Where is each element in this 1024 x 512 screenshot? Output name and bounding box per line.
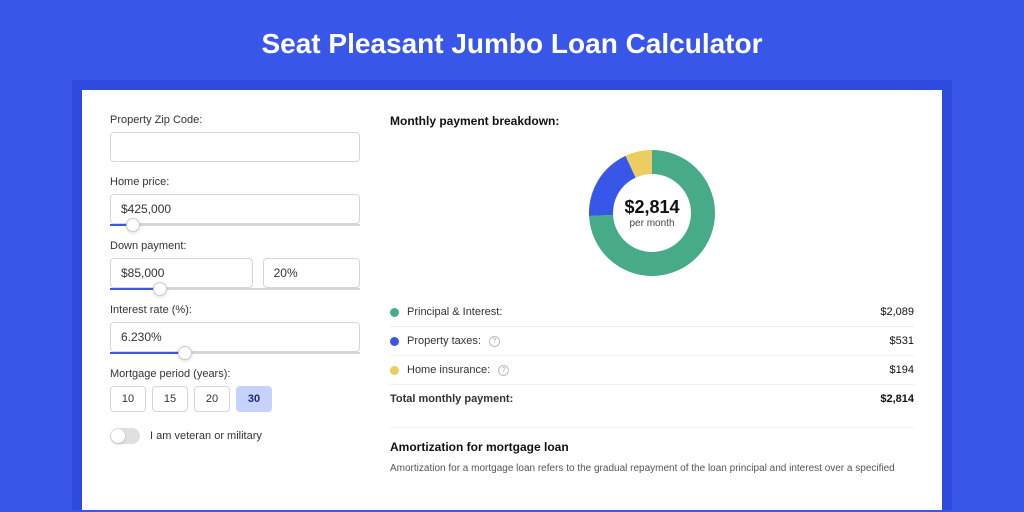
interest-rate-slider-thumb[interactable] [178, 346, 192, 360]
mortgage-period-option-10[interactable]: 10 [110, 386, 146, 412]
mortgage-period-option-15[interactable]: 15 [152, 386, 188, 412]
legend-label: Property taxes: [407, 335, 481, 347]
interest-rate-input[interactable] [110, 322, 360, 352]
legend-dot-icon [390, 366, 399, 375]
legend-dot-icon [390, 337, 399, 346]
info-icon[interactable]: ? [489, 336, 500, 347]
down-payment-label: Down payment: [110, 240, 360, 252]
zip-label: Property Zip Code: [110, 114, 360, 126]
veteran-toggle[interactable] [110, 428, 140, 444]
zip-input[interactable] [110, 132, 360, 162]
amortization-text: Amortization for a mortgage loan refers … [390, 462, 914, 476]
down-payment-slider[interactable] [110, 288, 360, 290]
calculator-card: Property Zip Code: Home price: Down paym… [82, 90, 942, 510]
legend-row: Principal & Interest: $2,089 [390, 298, 914, 327]
down-payment-amount-input[interactable] [110, 258, 253, 288]
mortgage-period-buttons: 10152030 [110, 386, 360, 412]
down-payment-slider-thumb[interactable] [153, 282, 167, 296]
legend-row: Property taxes:? $531 [390, 327, 914, 356]
page-title: Seat Pleasant Jumbo Loan Calculator [0, 0, 1024, 80]
breakdown-legend: Principal & Interest: $2,089 Property taxe… [390, 292, 914, 413]
legend-value: $194 [890, 364, 914, 376]
legend-total-row: Total monthly payment: $2,814 [390, 385, 914, 413]
amortization-section: Amortization for mortgage loan Amortizat… [390, 427, 914, 476]
home-price-slider-thumb[interactable] [126, 218, 140, 232]
breakdown-panel: Monthly payment breakdown: $2,814 per mo… [390, 114, 914, 486]
calculator-card-outer: Property Zip Code: Home price: Down paym… [72, 80, 952, 510]
donut-amount: $2,814 [624, 197, 679, 218]
donut-sub: per month [624, 218, 679, 229]
veteran-toggle-label: I am veteran or military [150, 430, 262, 442]
legend-row: Home insurance:? $194 [390, 356, 914, 385]
donut-chart-wrap: $2,814 per month [390, 138, 914, 288]
legend-left: Home insurance:? [390, 364, 509, 376]
legend-total-value: $2,814 [880, 393, 914, 405]
legend-label: Home insurance: [407, 364, 490, 376]
legend-left: Total monthly payment: [390, 393, 513, 405]
veteran-toggle-row: I am veteran or military [110, 428, 360, 444]
legend-label: Principal & Interest: [407, 306, 502, 318]
veteran-toggle-thumb [111, 429, 125, 443]
interest-rate-slider-fill [110, 352, 185, 354]
home-price-slider[interactable] [110, 224, 360, 226]
home-price-input[interactable] [110, 194, 360, 224]
inputs-panel: Property Zip Code: Home price: Down paym… [110, 114, 360, 486]
legend-total-label: Total monthly payment: [390, 393, 513, 405]
interest-rate-slider[interactable] [110, 352, 360, 354]
interest-rate-label: Interest rate (%): [110, 304, 360, 316]
interest-rate-group: Interest rate (%): [110, 304, 360, 354]
home-price-group: Home price: [110, 176, 360, 226]
donut-center: $2,814 per month [624, 197, 679, 229]
mortgage-period-option-20[interactable]: 20 [194, 386, 230, 412]
down-payment-percent-input[interactable] [263, 258, 360, 288]
breakdown-title: Monthly payment breakdown: [390, 114, 914, 128]
legend-value: $2,089 [880, 306, 914, 318]
legend-dot-icon [390, 308, 399, 317]
legend-left: Property taxes:? [390, 335, 500, 347]
home-price-label: Home price: [110, 176, 360, 188]
info-icon[interactable]: ? [498, 365, 509, 376]
legend-left: Principal & Interest: [390, 306, 502, 318]
mortgage-period-option-30[interactable]: 30 [236, 386, 272, 412]
mortgage-period-group: Mortgage period (years): 10152030 [110, 368, 360, 412]
down-payment-group: Down payment: [110, 240, 360, 290]
legend-value: $531 [890, 335, 914, 347]
mortgage-period-label: Mortgage period (years): [110, 368, 360, 380]
amortization-title: Amortization for mortgage loan [390, 440, 914, 454]
zip-group: Property Zip Code: [110, 114, 360, 162]
